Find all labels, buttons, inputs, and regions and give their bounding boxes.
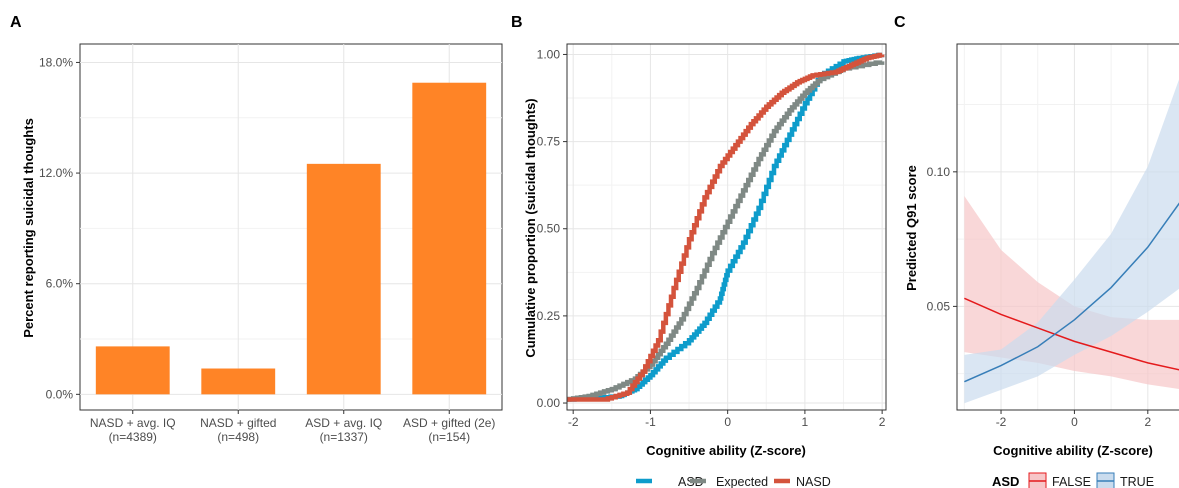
panel-c-legend: ASD FALSE TRUE <box>992 472 1154 488</box>
panel-c-series-line-false <box>964 297 1179 371</box>
panel-a-x-tick-label: NASD + gifted (n=498) <box>200 416 276 444</box>
panel-a-bar-chart: 0.0% 6.0% 12.0% 18.0% NASD + avg. IQ (n=4389… <box>21 43 503 444</box>
panel-letter-b: B <box>511 14 523 31</box>
panel-c-legend-label: FALSE <box>1052 475 1091 488</box>
panel-a-x-tick-label-line: NASD + avg. IQ <box>90 416 176 430</box>
panel-c-x-tick-label: -2 <box>996 415 1007 429</box>
panel-a-y-tick-label: 0.0% <box>46 387 74 401</box>
panel-a-plot-border <box>79 43 503 411</box>
panel-b-line-chart: 0.00 0.25 0.50 0.75 1.00 -2 -1 0 1 2 Cumulative … <box>523 43 887 488</box>
panel-c-x-tick-label: 0 <box>1071 415 1078 429</box>
panel-b-y-tick-label: 0.50 <box>537 222 561 236</box>
panel-a-bar <box>95 346 170 395</box>
panel-c-area-chart: 0.05 0.10 -2 0 2 Predicted Q91 score Cognit… <box>904 43 1179 488</box>
panel-a-y-tick-label: 18.0% <box>39 55 73 69</box>
panel-c-legend-title: ASD <box>992 474 1019 488</box>
panel-a-bar <box>412 82 487 395</box>
panel-c-y-tick-label: 0.10 <box>927 165 951 179</box>
panel-a-x-tick-label-line: (n=154) <box>428 430 470 444</box>
panel-a-x-tick-label: NASD + avg. IQ (n=4389) <box>90 416 176 444</box>
panel-letter-c: C <box>894 14 906 31</box>
panel-a-x-tick-label-line: (n=4389) <box>109 430 157 444</box>
panel-b-y-tick-label: 0.75 <box>537 135 561 149</box>
panel-c-y-tick-label: 0.05 <box>927 299 951 313</box>
panel-b-x-tick-label: 1 <box>802 415 809 429</box>
panel-b-y-axis-title: Cumulative proportion (suicidal thoughts… <box>523 98 538 357</box>
panel-b-x-axis-title: Cognitive ability (Z-score) <box>646 443 806 458</box>
panel-a-x-tick-label-line: ASD + gifted (2e) <box>403 416 495 430</box>
panel-c-ci-band-true <box>964 79 1179 404</box>
panel-a-bar <box>306 163 381 395</box>
panel-b-y-tick-label: 0.00 <box>537 396 561 410</box>
panel-a-x-tick-label-line: (n=498) <box>217 430 259 444</box>
panel-letter-a: A <box>10 14 22 31</box>
panel-b-legend-label: NASD <box>796 475 831 488</box>
panel-b-x-tick-label: -1 <box>645 415 656 429</box>
panel-a-y-tick-label: 12.0% <box>39 166 73 180</box>
panel-c-series-line-true <box>964 202 1179 383</box>
panel-c-y-axis-title: Predicted Q91 score <box>904 165 919 291</box>
panel-b-x-tick-label: -2 <box>568 415 579 429</box>
panel-b-y-tick-label: 0.25 <box>537 309 561 323</box>
panel-b-legend: ASDExpectedNASD <box>636 475 831 488</box>
panel-c-x-tick-label: 2 <box>1144 415 1151 429</box>
panel-a-bar <box>201 368 276 395</box>
panel-a-x-tick-label-line: NASD + gifted <box>200 416 276 430</box>
panel-a-x-tick-label-line: ASD + avg. IQ <box>305 416 382 430</box>
panel-b-plot-border <box>566 43 887 411</box>
panel-c-legend-label: TRUE <box>1120 475 1154 488</box>
panel-b-series-line-expected <box>567 60 885 402</box>
panel-b-x-tick-label: 0 <box>724 415 731 429</box>
panel-b-y-tick-label: 1.00 <box>537 47 561 61</box>
panel-a-y-tick-label: 6.0% <box>46 277 74 291</box>
panel-c-x-axis-title: Cognitive ability (Z-score) <box>993 443 1153 458</box>
panel-a-x-tick-label: ASD + gifted (2e) (n=154) <box>403 416 495 444</box>
panel-c-plot-border <box>956 43 1179 411</box>
panel-a-x-tick-label: ASD + avg. IQ (n=1337) <box>305 416 382 444</box>
panel-a-x-tick-label-line: (n=1337) <box>320 430 368 444</box>
panel-b-x-tick-label: 2 <box>879 415 886 429</box>
panel-b-legend-label: Expected <box>716 475 768 488</box>
panel-a-y-axis-title: Percent reporting suicidal thoughts <box>21 118 36 338</box>
panel-b-series-line-nasd <box>567 52 885 402</box>
